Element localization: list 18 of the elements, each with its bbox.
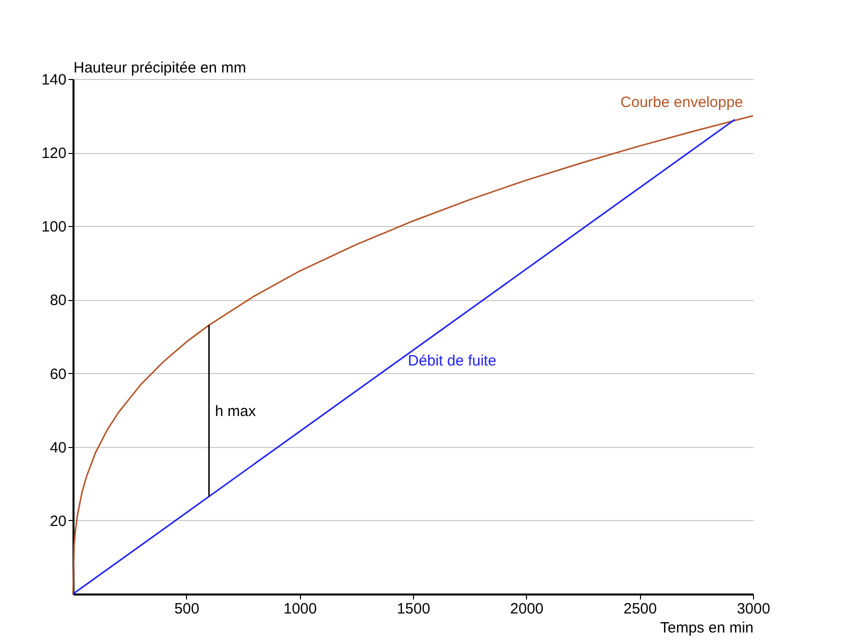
series-label: Débit de fuite: [408, 352, 496, 370]
x-axis-title: Temps en min: [660, 620, 754, 636]
x-tick-label: 2500: [623, 600, 657, 618]
x-tick-label: 2000: [510, 600, 544, 618]
y-tick-label: 100: [41, 218, 66, 236]
y-tick-label: 120: [41, 145, 66, 162]
y-tick-label: 60: [50, 366, 66, 383]
y-tick-label: 80: [50, 292, 66, 310]
x-tick-label: 500: [174, 600, 200, 618]
y-tick-label: 20: [50, 512, 66, 530]
y-axis-title: Hauteur précipitée en mm: [74, 60, 246, 76]
x-tick-label: 1000: [283, 600, 317, 618]
y-tick-label: 40: [50, 439, 66, 456]
x-tick-label: 1500: [396, 600, 430, 618]
annotation: h max: [215, 402, 256, 420]
series-label: Courbe enveloppe: [620, 94, 743, 111]
y-tick-label: 140: [41, 72, 66, 88]
x-tick-label: 3000: [736, 600, 770, 618]
